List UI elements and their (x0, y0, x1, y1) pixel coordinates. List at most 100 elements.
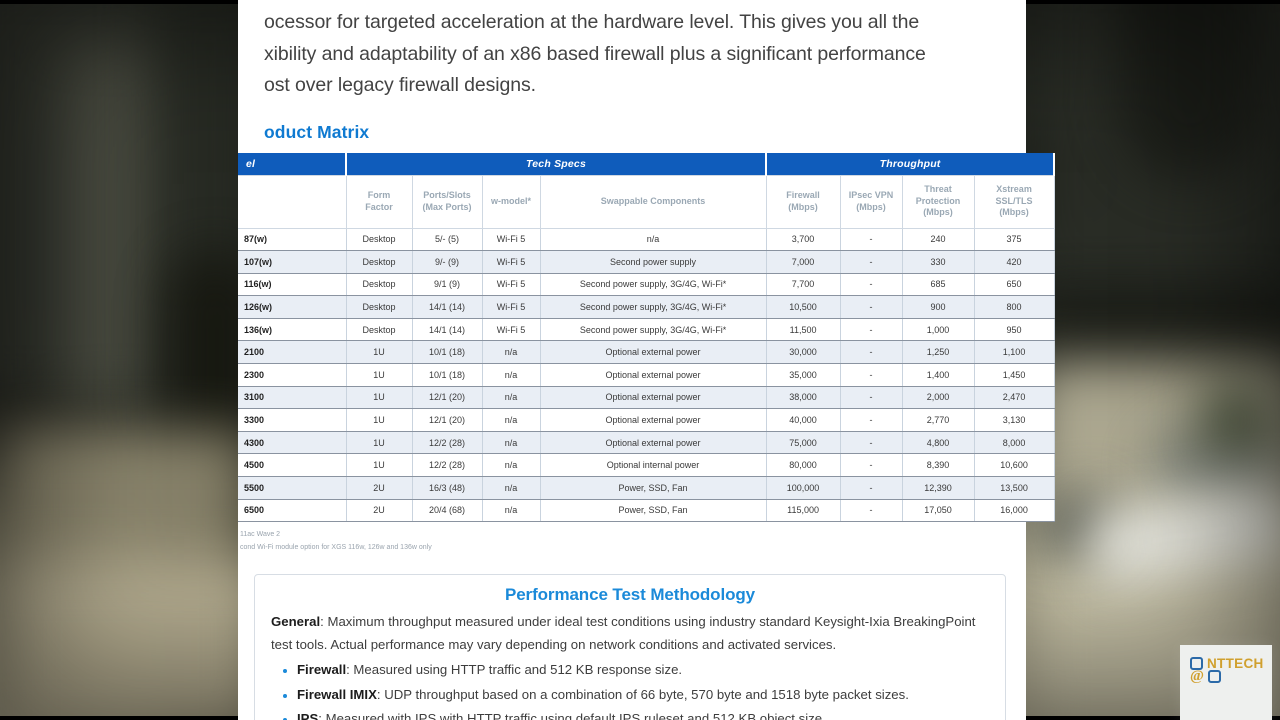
col-header-swappable-components-l1: Swappable Components (600, 195, 706, 206)
table-cell: Optional external power (539, 431, 767, 455)
table-cell-model: 107(w) (238, 250, 347, 274)
table-cell: Desktop (345, 228, 413, 252)
table-cell: 1U (345, 363, 413, 387)
table-cell: Wi-Fi 5 (481, 250, 541, 274)
rounded-square-icon-2 (1207, 670, 1221, 683)
table-row: 3100 1U 12/1 (20) n/a Optional external powe… (238, 386, 1055, 410)
methodology-item: IPS: Measured with IPS with HTTP traffic… (297, 707, 989, 720)
table-cell: 16,000 (973, 499, 1055, 523)
methodology-item-text: : Measured with IPS with HTTP traffic us… (318, 711, 826, 720)
table-cell: 12/2 (28) (411, 453, 483, 478)
table-cell: 16/3 (48) (411, 476, 483, 500)
product-matrix-table-wrap: el Tech Specs Throughput Form Factor Por… (238, 152, 1056, 523)
methodology-item-label: IPS (297, 711, 319, 720)
nttech-watermark-logo: NTTECH @ (1180, 645, 1272, 720)
table-cell: Second power supply, 3G/4G, Wi-Fi* (539, 318, 767, 342)
table-cell: 4,800 (901, 431, 975, 455)
table-cell: 2,770 (901, 408, 975, 432)
table-cell: - (839, 453, 903, 478)
document-page: ocessor for targeted acceleration at the… (238, 0, 1056, 720)
table-cell: Desktop (345, 295, 413, 319)
table-cell: n/a (481, 386, 541, 410)
table-cell-model: 87(w) (238, 228, 347, 252)
table-cell-model: 4300 (238, 431, 347, 455)
logo-row-top: NTTECH (1190, 657, 1272, 670)
group-header-throughput: Throughput (766, 152, 1056, 175)
logo-row-bottom: @ (1190, 669, 1272, 684)
table-row: 2300 1U 10/1 (18) n/a Optional external powe… (238, 363, 1055, 387)
table-cell: Second power supply (539, 250, 767, 274)
table-cell: 1,450 (973, 363, 1055, 387)
table-cell: 10,600 (973, 453, 1055, 478)
group-header-row: el Tech Specs Throughput (238, 152, 1056, 175)
col-header-swappable-components: Swappable Components (539, 174, 767, 229)
table-cell: n/a (481, 431, 541, 455)
table-cell: 14/1 (14) (411, 318, 483, 342)
table-cell: 8,000 (973, 431, 1055, 455)
table-cell: 1U (345, 453, 413, 478)
methodology-item-text: : Measured using HTTP traffic and 512 KB… (346, 662, 683, 678)
table-cell: 3,700 (765, 228, 841, 252)
table-head: el Tech Specs Throughput Form Factor Por… (238, 152, 1056, 229)
table-cell: - (839, 386, 903, 410)
table-cell: 115,000 (765, 499, 841, 523)
methodology-general: General: Maximum throughput measured und… (271, 611, 989, 656)
table-cell: - (839, 318, 903, 342)
table-cell: Wi-Fi 5 (481, 295, 541, 319)
table-cell: 40,000 (765, 408, 841, 432)
col-header-threat-protection: Threat Protection (Mbps) (901, 174, 975, 229)
col-header-ports-slots-l1: Ports/Slots (423, 190, 471, 200)
table-cell-model: 2100 (238, 340, 347, 365)
table-cell: 1,250 (901, 340, 975, 365)
table-cell-model: 136(w) (238, 318, 347, 342)
table-row: 5500 2U 16/3 (48) n/a Power, SSD, Fan 100,000… (238, 476, 1055, 500)
table-cell: - (839, 499, 903, 523)
table-cell: 1U (345, 408, 413, 432)
table-cell: 7,000 (765, 250, 841, 274)
col-header-ipsec-vpn-l1: IPsec VPN (848, 190, 894, 200)
table-row: 87(w) Desktop 5/- (5) Wi-Fi 5 n/a 3,700-240 37… (238, 228, 1055, 252)
table-cell: 35,000 (765, 363, 841, 387)
table-cell-model: 6500 (238, 499, 347, 523)
table-cell: Wi-Fi 5 (481, 228, 541, 252)
table-cell: 20/4 (68) (411, 499, 483, 523)
table-cell: 11,500 (765, 318, 841, 342)
table-row: 107(w) Desktop 9/- (9) Wi-Fi 5 Second power … (238, 250, 1055, 274)
table-cell: 650 (973, 273, 1055, 297)
table-cell: Optional external power (539, 408, 767, 432)
table-cell-model: 3300 (238, 408, 347, 432)
col-header-ports-slots-l2: (Max Ports) (422, 201, 472, 212)
intro-paragraph: ocessor for targeted acceleration at the… (238, 7, 1026, 102)
table-row: 6500 2U 20/4 (68) n/a Power, SSD, Fan 115,000… (238, 499, 1055, 523)
table-cell-model: 5500 (238, 476, 347, 500)
product-matrix-heading: oduct Matrix (264, 121, 370, 142)
table-cell: 80,000 (765, 453, 841, 478)
methodology-title: Performance Test Methodology (504, 585, 756, 605)
intro-line-2: xibility and adaptability of an x86 base… (264, 42, 926, 65)
table-row: 4300 1U 12/2 (28) n/a Optional external powe… (238, 431, 1055, 455)
methodology-item-text: : UDP throughput based on a combination … (376, 686, 909, 702)
table-cell: n/a (539, 228, 767, 252)
col-header-xstream-ssl-tls: Xstream SSL/TLS (Mbps) (973, 174, 1055, 229)
table-cell: Wi-Fi 5 (481, 318, 541, 342)
rounded-square-icon (1190, 657, 1203, 670)
table-cell: 1,400 (901, 363, 975, 387)
product-matrix-table: el Tech Specs Throughput Form Factor Por… (238, 152, 1056, 523)
methodology-item: Firewall: Measured using HTTP traffic an… (297, 658, 989, 683)
table-cell-model: 2300 (238, 363, 347, 387)
table-cell: Optional external power (539, 386, 767, 410)
table-cell: n/a (481, 453, 541, 478)
table-cell: 1,100 (973, 340, 1055, 365)
table-cell: 7,700 (765, 273, 841, 297)
table-cell: 30,000 (765, 340, 841, 365)
col-header-ipsec-vpn-l2: (Mbps) (856, 201, 886, 212)
col-header-form-factor: Form Factor (345, 174, 413, 229)
col-header-ports-slots: Ports/Slots (Max Ports) (411, 174, 483, 229)
table-body: 87(w) Desktop 5/- (5) Wi-Fi 5 n/a 3,700-240 37… (238, 228, 1055, 523)
col-header-threat-protection-l1: Threat (924, 184, 952, 195)
methodology-list: Firewall: Measured using HTTP traffic an… (271, 658, 989, 720)
col-header-model (238, 174, 347, 229)
table-cell: 900 (901, 295, 975, 319)
table-cell: Second power supply, 3G/4G, Wi-Fi* (539, 273, 767, 297)
